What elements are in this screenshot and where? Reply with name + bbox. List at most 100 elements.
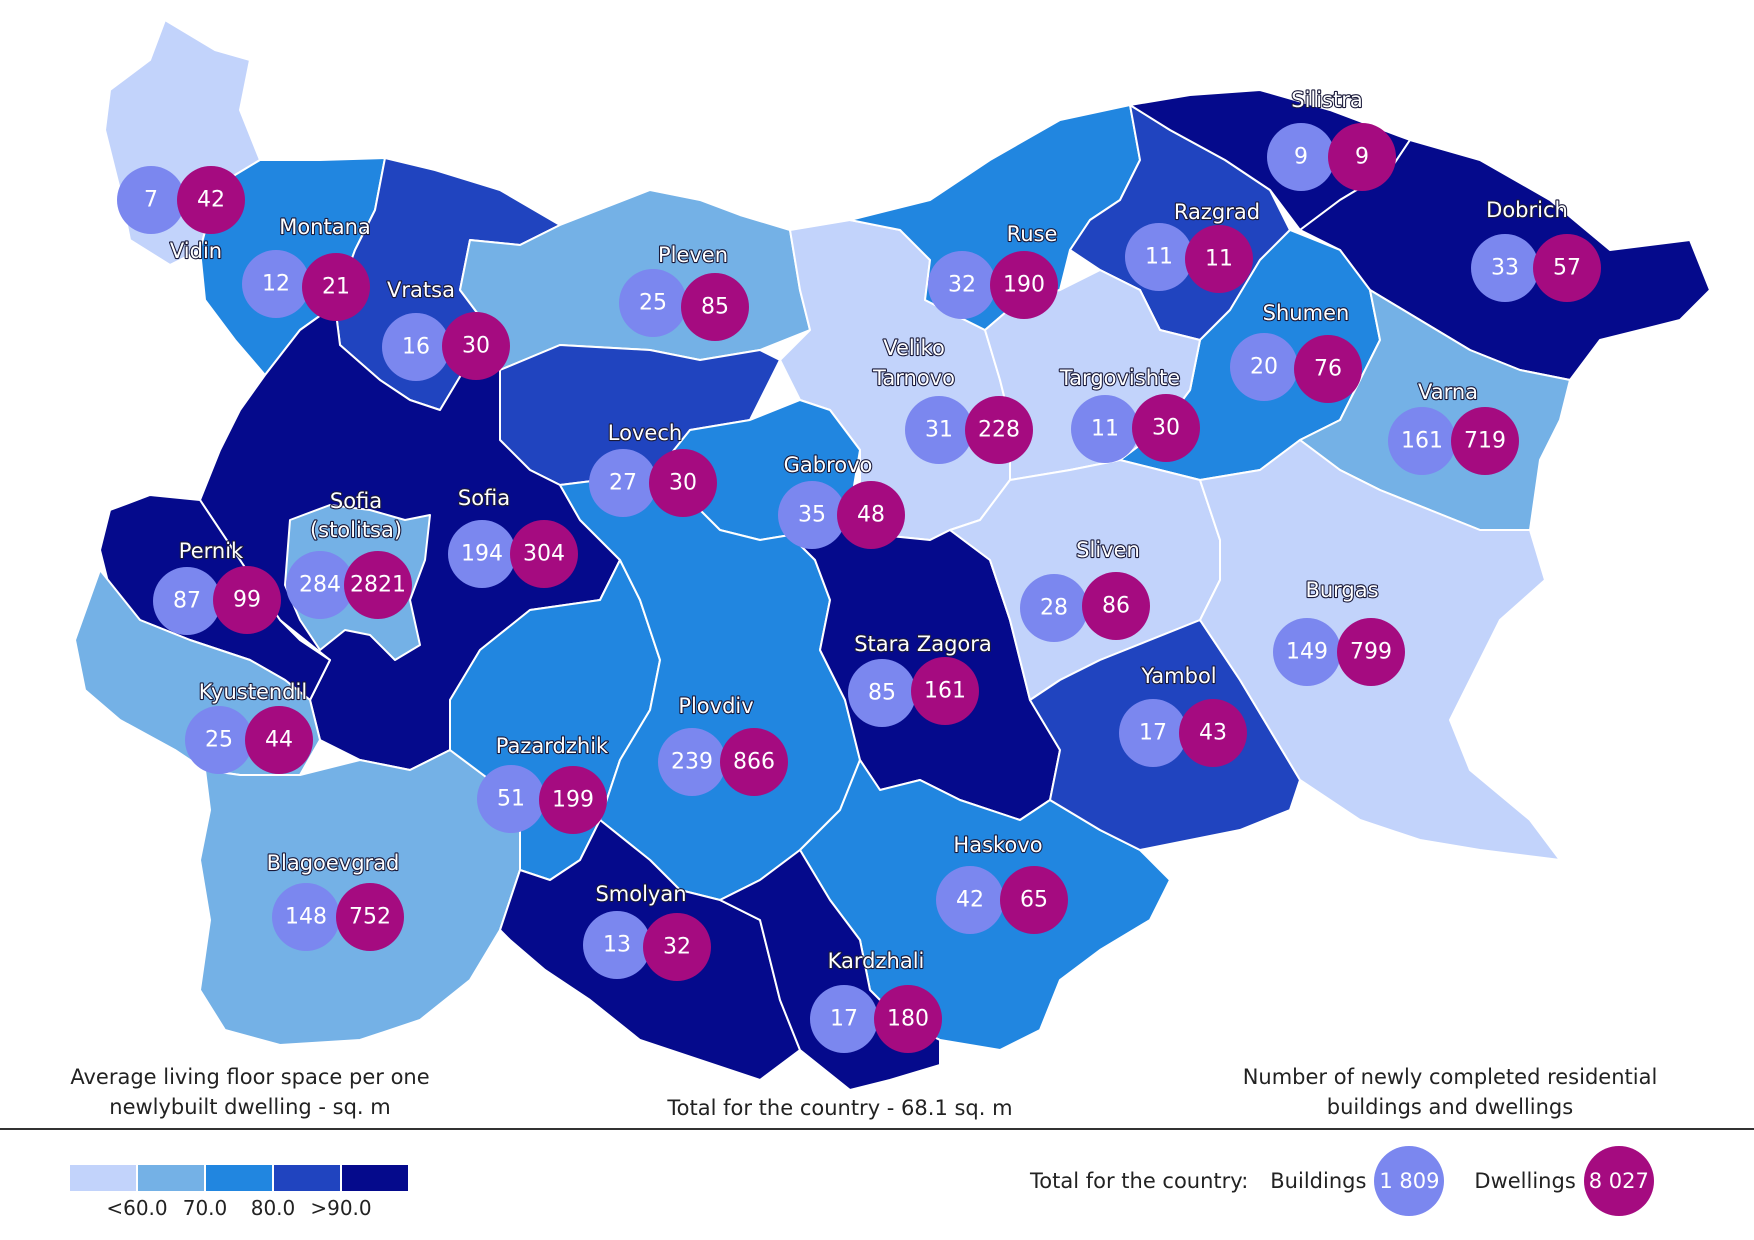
dwellings-value-kyustendil: 44 — [265, 728, 293, 753]
buildings-circle-targovishte — [1071, 395, 1139, 463]
region-label-veliko-tarnovo-line-2: Tarnovo — [872, 366, 955, 390]
dwellings-circle-yambol — [1179, 699, 1247, 767]
region-marker-silistra: Silistra 9 9 — [1267, 87, 1396, 191]
country-totals: Total for the country: Buildings 1 809 D… — [1030, 1143, 1662, 1219]
buildings-circle-pleven — [619, 269, 687, 337]
dwellings-circle-stara-zagora — [911, 657, 979, 725]
dwellings-circle-razgrad — [1185, 225, 1253, 293]
buildings-value-stara-zagora: 85 — [868, 681, 896, 706]
region-label-lovech: Lovech — [608, 421, 682, 445]
dwellings-circle-kyustendil — [245, 706, 313, 774]
buildings-value-gabrovo: 35 — [798, 503, 826, 528]
buildings-value-targovishte: 11 — [1091, 417, 1119, 442]
buildings-value-vratsa: 16 — [402, 335, 430, 360]
buildings-circle-sofia-stolitsa — [286, 551, 354, 619]
dwellings-circle-sliven — [1082, 572, 1150, 640]
buildings-circle-smolyan — [583, 911, 651, 979]
dwellings-circle-smolyan — [643, 913, 711, 981]
dwellings-circle-silistra — [1328, 123, 1396, 191]
dwellings-value-dobrich: 57 — [1553, 256, 1581, 281]
buildings-value-kyustendil: 25 — [205, 728, 233, 753]
dwellings-circle-burgas — [1337, 618, 1405, 686]
buildings-value-lovech: 27 — [609, 471, 637, 496]
region-marker-blagoevgrad: Blagoevgrad 148 752 — [265, 850, 404, 951]
buildings-circle-sofia — [448, 520, 516, 588]
dwellings-value-pleven: 85 — [701, 295, 729, 320]
dwellings-value-shumen: 76 — [1314, 357, 1342, 382]
region-marker-dobrich: Dobrich 33 57 — [1471, 197, 1601, 302]
dwellings-circle-varna — [1451, 407, 1519, 475]
buildings-circle-silistra — [1267, 123, 1335, 191]
bulgaria-choropleth-map: Vidin 7 42 Montana 12 21 Vratsa 16 30 Pleven 25 85 L… — [74, 19, 1711, 1091]
buildings-value-sofia-stolitsa: 284 — [299, 573, 341, 598]
buildings-value-plovdiv: 239 — [671, 750, 713, 775]
region-markers: Vidin 7 42 Montana 12 21 Vratsa 16 30 Pleven 25 85 L… — [117, 87, 1601, 1053]
dwellings-circle-veliko-tarnovo — [965, 396, 1033, 464]
buildings-circle-razgrad — [1125, 223, 1193, 291]
dwellings-value-sofia-stolitsa: 2821 — [350, 573, 406, 598]
dwellings-circle-blagoevgrad — [336, 883, 404, 951]
buildings-value-yambol: 17 — [1139, 721, 1167, 746]
dwellings-value-kardzhali: 180 — [887, 1007, 929, 1032]
region-marker-ruse: Ruse 32 190 — [928, 221, 1059, 319]
buildings-circle-montana — [242, 250, 310, 318]
buildings-value-kardzhali: 17 — [830, 1007, 858, 1032]
buildings-circle-pazardzhik — [477, 765, 545, 833]
region-label-montana: Montana — [279, 215, 371, 239]
dwellings-value-sliven: 86 — [1102, 594, 1130, 619]
legend-tick-2: 70.0 — [182, 1196, 228, 1220]
dwellings-value-pernik: 99 — [233, 588, 261, 613]
dwellings-value-vidin: 42 — [197, 188, 225, 213]
region-label-vratsa: Vratsa — [387, 278, 455, 302]
legend-swatch-3 — [206, 1165, 272, 1191]
dwellings-circle-gabrovo — [837, 481, 905, 549]
region-marker-plovdiv: Plovdiv 239 866 — [658, 693, 788, 796]
buildings-circle-dobrich — [1471, 234, 1539, 302]
buildings-circle-plovdiv — [658, 728, 726, 796]
buildings-value-pleven: 25 — [639, 291, 667, 316]
dwellings-circle-pleven — [681, 273, 749, 341]
dwellings-value-stara-zagora: 161 — [924, 679, 966, 704]
dwellings-circle-plovdiv — [720, 728, 788, 796]
dwellings-value-blagoevgrad: 752 — [349, 905, 391, 930]
buildings-circle-gabrovo — [778, 481, 846, 549]
buildings-circle-pernik — [153, 567, 221, 635]
region-label-burgas: Burgas — [1305, 578, 1378, 602]
buildings-circle-haskovo — [936, 866, 1004, 934]
dwellings-value-ruse: 190 — [1003, 273, 1045, 298]
region-label-ruse: Ruse — [1007, 222, 1058, 246]
buildings-circle-shumen — [1230, 333, 1298, 401]
legend-swatch-1 — [70, 1165, 136, 1191]
region-label-pernik: Pernik — [179, 539, 244, 563]
dwellings-circle-pernik — [213, 566, 281, 634]
dwellings-value-haskovo: 65 — [1020, 888, 1048, 913]
region-label-blagoevgrad: Blagoevgrad — [267, 851, 400, 875]
buildings-value-shumen: 20 — [1250, 355, 1278, 380]
country-total-note: Total for the country - 68.1 sq. m — [667, 1096, 1013, 1120]
buildings-value-smolyan: 13 — [603, 933, 631, 958]
buildings-value-blagoevgrad: 148 — [285, 905, 327, 930]
region-marker-montana: Montana 12 21 — [242, 214, 372, 321]
region-marker-kardzhali: Kardzhali 17 180 — [810, 948, 942, 1053]
region-marker-targovishte: Targovishte 11 30 — [1058, 365, 1200, 463]
totals-label: Total for the country: — [1030, 1169, 1249, 1193]
region-label-gabrovo: Gabrovo — [784, 453, 873, 477]
buildings-circle-kyustendil — [185, 706, 253, 774]
dwellings-value-burgas: 799 — [1350, 640, 1392, 665]
dwellings-circle-pazardzhik — [539, 766, 607, 834]
dwellings-value-montana: 21 — [322, 275, 350, 300]
dwellings-label: Dwellings — [1474, 1169, 1576, 1193]
buildings-circle-varna — [1388, 407, 1456, 475]
region-label-targovishte: Targovishte — [1059, 366, 1180, 390]
legend-tick-1: <60.0 — [106, 1196, 168, 1220]
region-label-yambol: Yambol — [1140, 664, 1216, 688]
dwellings-circle-haskovo — [1000, 866, 1068, 934]
region-marker-vratsa: Vratsa 16 30 — [382, 277, 510, 381]
dwellings-circle-vidin — [177, 166, 245, 234]
region-label-silistra: Silistra — [1291, 88, 1363, 112]
legend-tick-4: >90.0 — [310, 1196, 372, 1220]
region-marker-sofia-stolitsa: Sofia (stolitsa) 284 2821 — [286, 488, 412, 619]
buildings-total-circle: 1 809 — [1374, 1146, 1445, 1216]
region-label-plovdiv: Plovdiv — [678, 694, 753, 718]
